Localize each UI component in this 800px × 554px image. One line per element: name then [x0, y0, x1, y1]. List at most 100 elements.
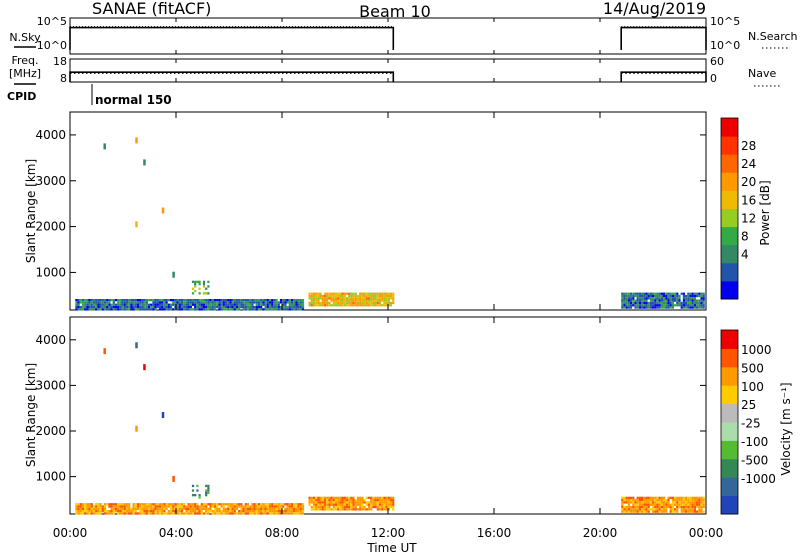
velocity-frame — [69, 316, 707, 515]
power-cbar-tick-0: 28 — [741, 139, 756, 153]
power-cbar-swatch-4 — [721, 208, 738, 228]
backscatter-cluster-2 — [75, 503, 305, 515]
backscatter-cluster-0 — [308, 496, 395, 511]
power-colorbar: 28 24 20 16 12 8 4 — [720, 117, 756, 300]
backscatter-point-0 — [103, 143, 106, 150]
power-cbar-tick-4: 12 — [741, 211, 756, 225]
backscatter-point-1 — [135, 137, 138, 144]
power-cbar-swatch-7 — [721, 154, 738, 173]
power-cbar-swatch-2 — [721, 244, 738, 264]
backscatter-point-2 — [143, 364, 146, 371]
velocity-cbar-swatch-6 — [721, 385, 738, 405]
backscatter-point-0 — [103, 348, 106, 355]
power-cbar-swatch-1 — [721, 262, 738, 282]
backscatter-point-5 — [172, 475, 175, 482]
range-tick-label: 3000 — [35, 378, 66, 392]
cpid-value: normal 150 — [95, 93, 172, 107]
velocity-colorbar-label: Velocity [m s⁻¹] — [779, 382, 793, 475]
velocity-cbar-swatch-0 — [721, 495, 738, 515]
x-tick-label-6: 00:00 — [689, 526, 724, 540]
power-cbar-swatch-9 — [721, 118, 738, 137]
backscatter-cluster-1 — [191, 484, 210, 499]
power-cbar-tick-6: 4 — [741, 248, 749, 262]
power-cbar-swatch-3 — [721, 226, 738, 246]
nsearch-tick-top: 10^5 — [710, 15, 740, 28]
velocity-cbar-swatch-5 — [721, 403, 738, 423]
backscatter-cluster-1 — [191, 280, 210, 295]
nsky-panel: N.Sky 10^5 10^0 10^5 10^0 N.Search — [9, 15, 798, 55]
velocity-cbar-swatch-2 — [721, 458, 738, 478]
freq-segment-0 — [69, 71, 395, 82]
power-cbar-tick-5: 8 — [741, 230, 749, 244]
velocity-cbar-tick-3: 25 — [741, 398, 756, 412]
nsky-segment-0 — [69, 26, 395, 50]
power-cbar-tick-1: 24 — [741, 157, 756, 171]
beam-label: Beam 10 — [359, 2, 431, 21]
nave-tick-bottom: 0 — [710, 72, 717, 85]
range-tick-label: 2000 — [35, 424, 66, 438]
x-tick-label-3: 12:00 — [371, 526, 406, 540]
cpid-label: CPID — [7, 90, 36, 103]
x-tick-label-5: 20:00 — [583, 526, 618, 540]
backscatter-cluster-0 — [308, 292, 395, 307]
x-tick-label-1: 04:00 — [159, 526, 194, 540]
velocity-panel: Slant Range [km] 1000 2000 3000 4000 — [24, 316, 707, 515]
range-tick-label: 4000 — [35, 333, 66, 347]
velocity-cbar-swatch-9 — [721, 330, 738, 349]
nsky-frame — [69, 17, 707, 55]
nsky-tick-bottom: 10^0 — [37, 39, 67, 52]
power-frame — [69, 111, 707, 311]
velocity-cbar-swatch-4 — [721, 422, 738, 441]
nsky-label: N.Sky — [9, 31, 41, 44]
x-tick-label-4: 16:00 — [477, 526, 512, 540]
range-tick-label: 3000 — [35, 174, 66, 188]
range-tick-label: 1000 — [35, 265, 66, 279]
backscatter-point-5 — [172, 271, 175, 278]
velocity-ylabel: Slant Range [km] — [24, 363, 38, 467]
velocity-colorbar: 1000 500 100 25 -25 -100 -500 -1000 — [720, 329, 776, 515]
power-cbar-swatch-8 — [721, 136, 738, 155]
freq-unit-label: [MHz] — [9, 67, 41, 80]
freq-tick-bottom: 8 — [60, 72, 67, 85]
backscatter-point-4 — [161, 207, 165, 214]
x-tick-label-2: 08:00 — [265, 526, 300, 540]
range-tick-label: 4000 — [35, 128, 66, 142]
freq-segment-1 — [620, 71, 707, 82]
x-tick-label-0: 00:00 — [53, 526, 88, 540]
velocity-cbar-tick-5: -100 — [741, 435, 768, 449]
date-label: 14/Aug/2019 — [603, 0, 706, 18]
range-tick-label: 1000 — [35, 470, 66, 484]
power-cbar-tick-3: 16 — [741, 193, 756, 207]
velocity-cbar-tick-1: 500 — [741, 361, 764, 375]
backscatter-point-2 — [143, 159, 146, 166]
power-panel: Slant Range [km] 1000 2000 3000 4000 — [24, 111, 707, 311]
x-axis-label: Time UT — [366, 541, 417, 554]
freq-label: Freq. — [11, 54, 38, 67]
backscatter-point-3 — [135, 425, 138, 432]
cpid-row: CPID normal 150 — [7, 84, 172, 107]
velocity-cbar-tick-7: -1000 — [741, 472, 776, 486]
backscatter-point-3 — [135, 221, 138, 228]
freq-tick-top: 18 — [53, 55, 67, 68]
range-tick-label: 2000 — [35, 220, 66, 234]
power-cbar-swatch-5 — [721, 190, 738, 209]
x-axis: 00:00 04:00 08:00 12:00 16:00 20:00 00:00 — [53, 18, 724, 540]
figure-title: SANAE (fitACF) — [92, 0, 211, 18]
power-ylabel: Slant Range [km] — [24, 159, 38, 263]
velocity-cbar-swatch-3 — [721, 440, 738, 460]
backscatter-cluster-3 — [621, 496, 705, 513]
nsearch-label: N.Search — [748, 30, 798, 43]
backscatter-cluster-3 — [621, 292, 705, 309]
backscatter-point-1 — [135, 342, 138, 349]
power-cbar-tick-2: 20 — [741, 175, 756, 189]
velocity-cbar-swatch-1 — [721, 477, 738, 497]
power-cbar-swatch-6 — [721, 172, 738, 191]
velocity-cbar-tick-0: 1000 — [741, 343, 772, 357]
velocity-cbar-tick-4: -25 — [741, 417, 761, 431]
backscatter-point-4 — [161, 412, 165, 419]
velocity-cbar-tick-2: 100 — [741, 380, 764, 394]
nave-tick-top: 60 — [710, 55, 724, 68]
nave-label: Nave — [748, 67, 776, 80]
backscatter-cluster-2 — [75, 299, 305, 311]
